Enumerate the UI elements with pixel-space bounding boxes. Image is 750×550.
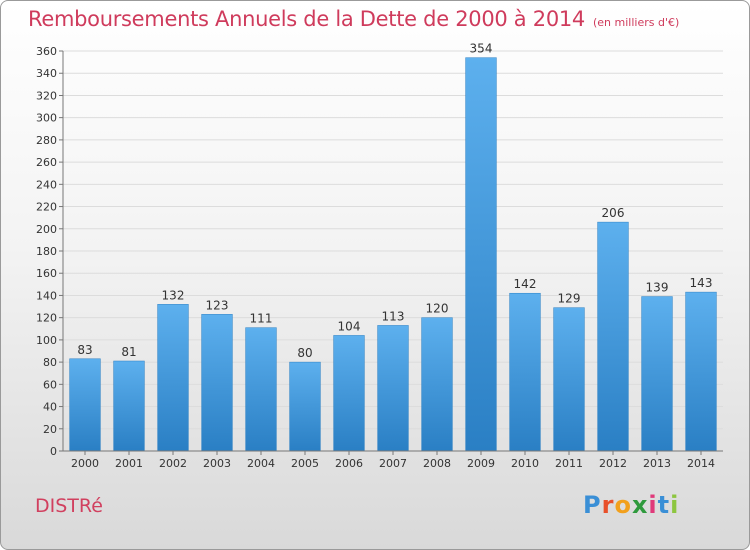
- y-tick-label: 0: [50, 445, 57, 458]
- logo-letter: x: [631, 491, 649, 519]
- y-axis: 0 20 40 60 80 100 120 140 160 180 200 220 240 260 280 3…: [36, 45, 64, 458]
- bars: 83 81 132 123 111 80 104 113 120 354 142 129 206 139 1…: [69, 42, 717, 452]
- x-tick-label: 2002: [159, 457, 187, 470]
- x-tick-label: 2007: [379, 457, 407, 470]
- bar-value-label: 81: [121, 345, 136, 359]
- y-tick-label: 320: [36, 89, 57, 102]
- x-tick-label: 2001: [115, 457, 143, 470]
- bar-value-label: 80: [297, 346, 312, 360]
- y-tick-label: 100: [36, 334, 57, 347]
- bar-value-label: 113: [382, 309, 405, 323]
- y-tick-label: 280: [36, 134, 57, 147]
- bar-value-label: 129: [558, 292, 581, 306]
- y-tick-label: 200: [36, 223, 57, 236]
- bar-value-label: 132: [162, 288, 185, 302]
- logo-letter: o: [614, 491, 632, 519]
- bar-chart: 0 20 40 60 80 100 120 140 160 180 200 220 240 260 280 3…: [36, 42, 723, 470]
- y-tick-label: 340: [36, 67, 57, 80]
- y-tick-label: 40: [43, 401, 57, 414]
- y-tick-label: 360: [36, 45, 57, 58]
- y-tick-label: 120: [36, 312, 57, 325]
- bar-2010: [509, 292, 541, 452]
- bar-2006: [333, 335, 365, 452]
- y-tick-label: 20: [43, 423, 57, 436]
- y-tick-label: 300: [36, 112, 57, 125]
- x-tick-label: 2004: [247, 457, 275, 470]
- proxiti-logo: Proxiti: [583, 491, 679, 519]
- y-tick-label: 240: [36, 178, 57, 191]
- bar-2000: [69, 358, 101, 452]
- bar-2007: [377, 325, 409, 452]
- bar-2004: [245, 327, 277, 452]
- bar-2008: [421, 317, 453, 452]
- bar-value-label: 111: [250, 312, 273, 326]
- bar-value-label: 104: [338, 319, 361, 333]
- logo-letter: i: [670, 491, 680, 519]
- logo-letter: P: [583, 491, 602, 519]
- chart-title-row: Remboursements Annuels de la Dette de 20…: [28, 7, 679, 31]
- y-tick-label: 180: [36, 245, 57, 258]
- commune-name: DISTRé: [35, 495, 103, 517]
- x-tick-label: 2014: [687, 457, 715, 470]
- bar-value-label: 120: [426, 302, 449, 316]
- bar-2012: [597, 221, 629, 452]
- x-tick-label: 2003: [203, 457, 231, 470]
- bar-2001: [113, 360, 145, 452]
- bar-value-label: 139: [646, 281, 669, 295]
- bar-2014: [685, 291, 717, 452]
- x-tick-label: 2010: [511, 457, 539, 470]
- x-axis: 2000 2001 2002 2003 2004 2005 2006 2007 2008 2009…: [63, 450, 723, 470]
- bar-2003: [201, 314, 233, 452]
- bar-value-label: 143: [690, 276, 713, 290]
- x-tick-label: 2008: [423, 457, 451, 470]
- x-tick-label: 2005: [291, 457, 319, 470]
- bar-2013: [641, 296, 673, 452]
- bar-value-label: 354: [470, 42, 493, 56]
- y-tick-label: 140: [36, 289, 57, 302]
- bar-value-label: 123: [206, 298, 229, 312]
- bar-2011: [553, 307, 585, 452]
- x-tick-label: 2009: [467, 457, 495, 470]
- bar-value-label: 206: [602, 206, 625, 220]
- x-tick-label: 2011: [555, 457, 583, 470]
- x-tick-label: 2006: [335, 457, 363, 470]
- bar-2002: [157, 304, 189, 452]
- bar-2009: [465, 57, 497, 452]
- x-tick-label: 2000: [71, 457, 99, 470]
- logo-letter: t: [657, 491, 671, 519]
- bar-2005: [289, 361, 321, 452]
- chart-title: Remboursements Annuels de la Dette de 20…: [28, 7, 585, 31]
- y-tick-label: 260: [36, 156, 57, 169]
- bar-value-label: 142: [514, 277, 537, 291]
- y-tick-label: 80: [43, 356, 57, 369]
- logo-letter: r: [601, 491, 615, 519]
- logo-letter: i: [648, 491, 658, 519]
- y-tick-label: 220: [36, 201, 57, 214]
- y-tick-label: 160: [36, 267, 57, 280]
- x-tick-label: 2012: [599, 457, 627, 470]
- bar-value-label: 83: [77, 343, 92, 357]
- chart-unit: (en milliers d'€): [593, 16, 680, 29]
- y-tick-label: 60: [43, 378, 57, 391]
- x-tick-label: 2013: [643, 457, 671, 470]
